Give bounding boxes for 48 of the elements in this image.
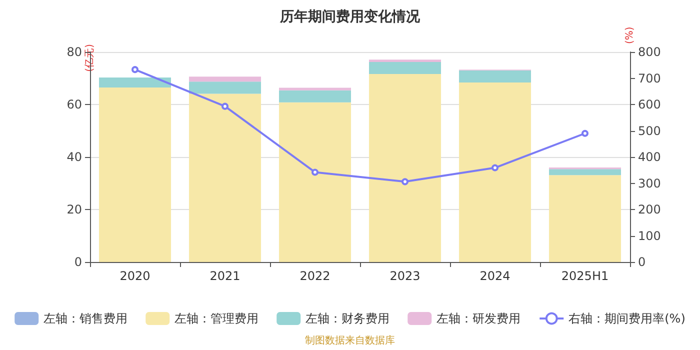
- point: [222, 102, 228, 110]
- x-tick-label: 2023: [390, 269, 420, 283]
- y2-tick-label: 600: [638, 98, 661, 112]
- bar: [549, 169, 621, 176]
- bar: [279, 90, 351, 102]
- x-tick-label: 2024: [480, 269, 510, 283]
- y-tick-label: 20: [66, 202, 82, 216]
- y2-tick-label: 800: [638, 45, 661, 59]
- legend-label: 右轴：期间费用率(%): [568, 312, 686, 326]
- bar: [279, 88, 351, 90]
- x-tick-label: 2022: [300, 269, 330, 283]
- point: [312, 168, 318, 176]
- text: 制图数据来自数据库: [305, 334, 395, 346]
- x-tick-label: 2025H1: [561, 269, 609, 283]
- legend-label: 左轴：销售费用: [44, 312, 128, 326]
- x-tick-label: 2021: [210, 269, 240, 283]
- bar: [189, 76, 261, 82]
- y-tick-label: 0: [74, 255, 82, 269]
- y2-tick-label: 400: [638, 150, 661, 164]
- bar: [369, 62, 441, 74]
- bar: [189, 94, 261, 262]
- bar: [459, 82, 531, 262]
- legend-label: 左轴：研发费用: [436, 312, 521, 326]
- x-tick-label: 2020: [120, 269, 150, 283]
- point: [132, 66, 138, 74]
- y2-tick-label: 500: [638, 124, 661, 138]
- y-tick-label: 60: [66, 98, 82, 112]
- y2-tick-label: 100: [638, 228, 661, 243]
- bar: [99, 77, 171, 88]
- y2-axis-title: (%): [624, 26, 636, 44]
- legend-label: 左轴：财务费用: [306, 312, 390, 326]
- bar: [99, 87, 171, 262]
- point: [492, 164, 498, 172]
- y2-tick-label: 0: [638, 255, 646, 269]
- legend-label: 左轴：管理费用: [174, 312, 259, 326]
- y2-tick-label: 700: [638, 71, 661, 86]
- y2-tick-label: 300: [638, 176, 661, 190]
- bar: [189, 82, 261, 94]
- y-tick-label: 80: [66, 45, 82, 59]
- point: [402, 178, 408, 186]
- y-tick-label: 40: [66, 150, 82, 164]
- bar: [459, 70, 531, 82]
- bar: [369, 74, 441, 262]
- bar: [279, 102, 351, 262]
- point: [582, 130, 588, 137]
- bar: [549, 175, 621, 262]
- chart-title: 历年期间费用变化情况: [279, 8, 421, 25]
- y2-tick-label: 200: [638, 202, 661, 216]
